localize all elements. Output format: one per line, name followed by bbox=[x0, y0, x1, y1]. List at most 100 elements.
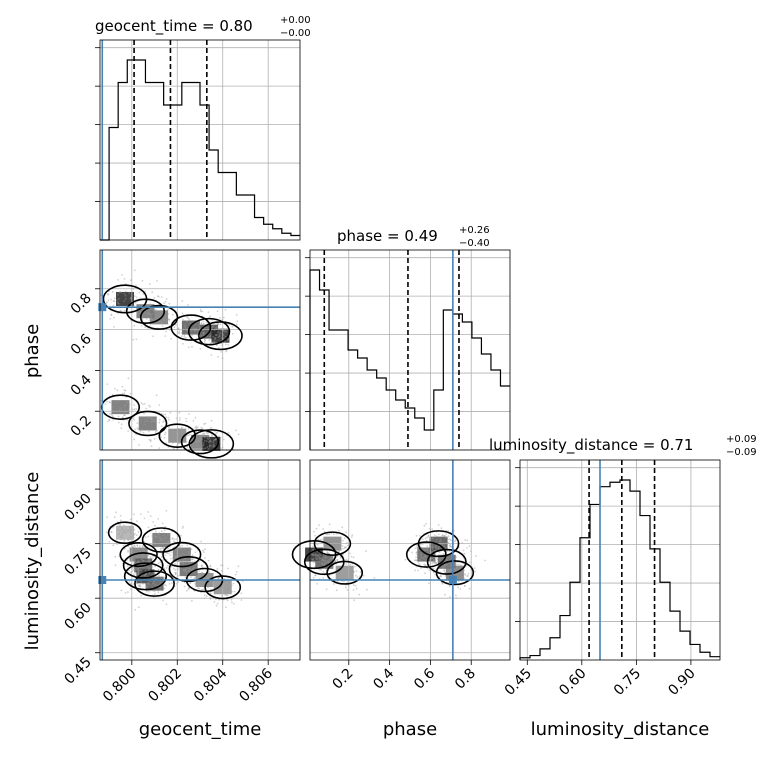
panel-1-0-sample-299 bbox=[207, 438, 210, 441]
panel-2-1-sample-148 bbox=[422, 547, 425, 550]
panel-2-1-sample-174 bbox=[457, 563, 460, 566]
panel-2-0-sample-491 bbox=[193, 566, 195, 569]
panel-2-0-sample-695 bbox=[197, 584, 199, 586]
panel-1-0-sample-346 bbox=[180, 434, 183, 436]
panel-1-0-sample-360 bbox=[199, 348, 202, 350]
panel-2-1-sample-306 bbox=[434, 561, 436, 564]
panel-1-0-sample-560 bbox=[165, 416, 168, 419]
panel-2-0-sample-640 bbox=[184, 558, 187, 560]
title-phase: phase = 0.49 +0.26 −0.40 bbox=[337, 225, 490, 249]
panel-2-1-sample-88 bbox=[312, 576, 315, 579]
panel-2-1-sample-108 bbox=[343, 537, 346, 540]
panel-1-0-sample-349 bbox=[120, 423, 123, 426]
panel-1-0-sample-113 bbox=[216, 326, 218, 329]
panel-1-0-sample-446 bbox=[158, 447, 161, 449]
panel-2-0-sample-13 bbox=[119, 514, 122, 517]
panel-2-1-sample-23 bbox=[323, 559, 325, 561]
panel-2-0-sample-574 bbox=[132, 546, 134, 549]
panel-2-0-sample-465 bbox=[138, 569, 140, 571]
panel-2-1-sample-117 bbox=[330, 555, 333, 558]
panel-1-0-sample-344 bbox=[141, 308, 144, 311]
panel-2-0-sample-607 bbox=[202, 588, 205, 591]
panel-2-0-sample-237 bbox=[177, 560, 180, 562]
panel-2-1-sample-298 bbox=[345, 546, 347, 549]
panel-1-0-sample-240 bbox=[175, 432, 178, 434]
panel-2-0-sample-119 bbox=[163, 583, 166, 586]
panel-2-0-sample-451 bbox=[137, 560, 140, 563]
panel-2-1-sample-268 bbox=[465, 564, 468, 567]
panel-1-0-sample-184 bbox=[178, 332, 181, 334]
panel-2-0-sample-627 bbox=[153, 540, 155, 542]
panel-1-0-sample-3 bbox=[154, 431, 157, 433]
panel-2-0-sample-423 bbox=[186, 567, 189, 570]
panel-2-0-sample-297 bbox=[170, 551, 173, 553]
panel-2-0-sample-661 bbox=[123, 540, 126, 542]
panel-2-0-sample-650 bbox=[137, 531, 140, 533]
panel-2-0-sample-616 bbox=[145, 573, 148, 576]
panel-2-0-sample-179 bbox=[153, 593, 156, 596]
panel-2-1-sample-578 bbox=[319, 557, 322, 560]
panel-1-0-sample-455 bbox=[195, 442, 198, 444]
panel-1-0-sample-430 bbox=[132, 417, 135, 420]
panel-1-0-sample-94 bbox=[182, 429, 185, 431]
panel-1-0-sample-639 bbox=[169, 411, 172, 414]
panel-2-0-sample-696 bbox=[151, 566, 154, 568]
panel-2-0-sample-559 bbox=[129, 588, 132, 591]
panel-2-1-sample-415 bbox=[419, 535, 421, 537]
panel-2-1-sample-257 bbox=[318, 556, 321, 559]
panel-1-0-sample-329 bbox=[124, 404, 127, 407]
panel-2-0-sample-691 bbox=[179, 554, 182, 557]
panel-2-1-sample-418 bbox=[431, 546, 433, 549]
panel-1-0-sample-466 bbox=[201, 445, 204, 447]
panel-2-0-sample-180 bbox=[143, 560, 145, 562]
panel-2-1-sample-162 bbox=[460, 576, 463, 578]
panel-2-0-sample-601 bbox=[183, 570, 186, 572]
panel-2-1-sample-511 bbox=[446, 550, 449, 553]
panel-2-0-sample-309 bbox=[147, 559, 150, 562]
panel-2-1-sample-35 bbox=[432, 537, 434, 539]
panel-1-0-sample-650 bbox=[183, 431, 186, 434]
panel-2-1-sample-299 bbox=[420, 567, 422, 569]
panel-2-1-sample-198 bbox=[327, 547, 329, 549]
panel-1-0-sample-611 bbox=[235, 323, 238, 326]
panel-2-1-sample-94 bbox=[435, 547, 437, 549]
panel-2-1-sample-273 bbox=[415, 556, 417, 559]
panel-2-0-sample-151 bbox=[119, 535, 122, 538]
panel-1-0-sample-246 bbox=[112, 418, 115, 421]
panel-1-0-sample-383 bbox=[184, 438, 187, 440]
panel-2-1-sample-632 bbox=[424, 548, 427, 551]
panel-1-0-sample-500 bbox=[201, 332, 204, 335]
panel-1-0-sample-501 bbox=[157, 295, 160, 298]
panel-1-0-sample-444 bbox=[207, 448, 210, 450]
panel-1-0-sample-98 bbox=[214, 336, 217, 339]
panel-2-0-sample-91 bbox=[216, 591, 219, 593]
panel-1-0-sample-587 bbox=[202, 444, 205, 446]
panel-2-0-sample-438 bbox=[185, 560, 188, 563]
panel-1-0-sample-333 bbox=[214, 438, 216, 441]
panel-2-1-sample-575 bbox=[319, 569, 321, 571]
panel-2-0-sample-168 bbox=[182, 562, 185, 564]
panel-2-1-sample-202 bbox=[447, 535, 450, 538]
panel-2-1-sample-452 bbox=[442, 553, 445, 555]
panel-2-1-sample-356 bbox=[362, 574, 365, 577]
panel-2-0-sample-84 bbox=[217, 577, 220, 580]
panel-1-0-density-cell-7 bbox=[138, 416, 157, 431]
panel-1-0-sample-139 bbox=[144, 417, 147, 420]
panel-1-0-sample-477 bbox=[141, 428, 144, 430]
panel-2-0-sample-524 bbox=[133, 568, 136, 571]
panel-2-1-sample-41 bbox=[354, 565, 356, 568]
panel-2-0-contour-0 bbox=[107, 521, 143, 545]
panel-1-0-sample-557 bbox=[112, 406, 114, 408]
panel-2-0-sample-154 bbox=[217, 588, 220, 591]
panel-2-1-sample-124 bbox=[424, 564, 427, 567]
panel-2-1-sample-178 bbox=[323, 546, 326, 549]
panel-2-0-sample-461 bbox=[194, 551, 197, 554]
panel-2-0-sample-271 bbox=[188, 587, 190, 590]
panel-1-0-sample-229 bbox=[173, 326, 176, 329]
panel-1-0-sample-78 bbox=[235, 314, 238, 316]
panel-2-0-sample-378 bbox=[137, 561, 140, 563]
panel-2-0-sample-388 bbox=[120, 538, 122, 541]
panel-2-0-sample-62 bbox=[195, 584, 198, 587]
panel-2-0-sample-693 bbox=[201, 572, 204, 574]
panel-2-0-sample-481 bbox=[202, 549, 204, 552]
